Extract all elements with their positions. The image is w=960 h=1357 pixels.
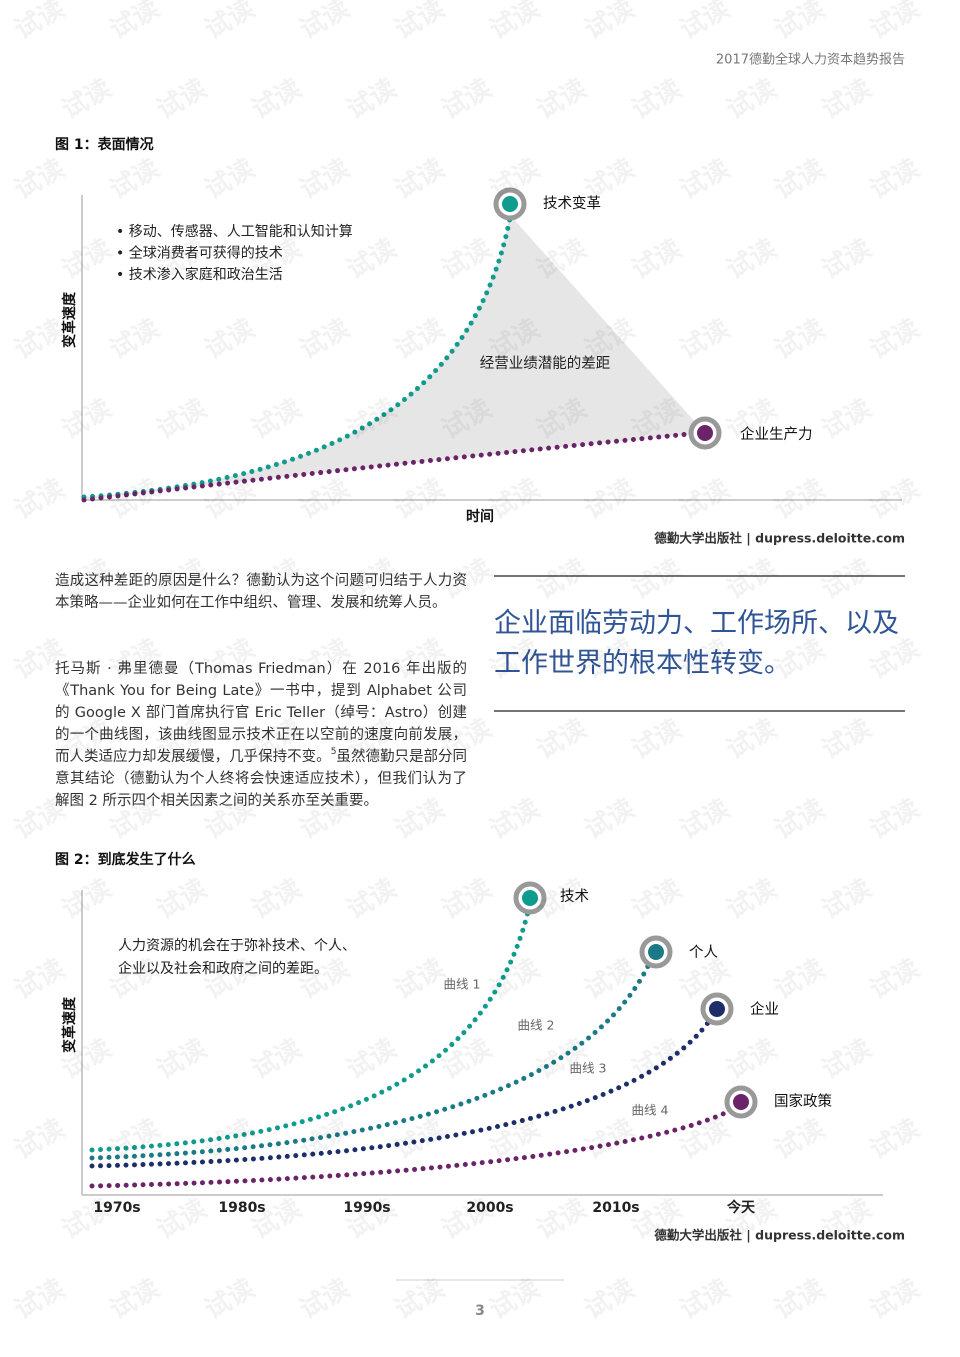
bullet: • 技术渗入家庭和政治生活 [116,266,283,283]
source: 德勤大学出版社 | dupress.deloitte.com [654,531,905,546]
curve-marker-dot [733,1094,749,1110]
x-tick-label: 1970s [93,1200,140,1216]
source: 德勤大学出版社 | dupress.deloitte.com [654,1228,905,1243]
curve [89,1105,738,1189]
paragraph-text: 托马斯 · 弗里德曼（Thomas Friedman）在 2016 年出版的《T… [55,661,467,765]
note: 企业以及社会和政府之间的差距。 [118,960,328,977]
x-tick-label: 1990s [343,1200,390,1216]
curve-marker-dot [709,1001,725,1017]
curve-name: 企业 [750,1000,779,1018]
pull-quote: 企业面临劳动力、工作场所、以及工作世界的根本性转变。 [494,608,899,679]
figure-2: 图 2：到底发生了什么 变革速度 人力资源的机会在于弥补技术、个人、 企业以及社… [55,851,905,1243]
footnote-ref: 5 [330,747,337,757]
curve-label: 曲线 3 [570,1061,607,1076]
productivity-curve [81,430,703,503]
curve-label: 曲线 2 [518,1018,555,1033]
figure-1: 图 1：表面情况 变革速度 时间 技术变革 企业生产力 经营业绩潜能的差距 • … [55,136,905,546]
curve-marker-dot [522,890,538,906]
tech-marker-dot [502,196,518,212]
page-number: 3 [475,1303,485,1319]
tech-label: 技术变革 [543,195,601,212]
curve [89,959,653,1161]
x-tick-label: 今天 [726,1199,756,1216]
bullet-list: • 移动、传感器、人工智能和认知计算 • 全球消费者可获得的技术 • 技术渗入家庭和… [116,223,353,283]
x-tick-label: 2010s [592,1200,639,1216]
note: 人力资源的机会在于弥补技术、个人、 [118,937,356,954]
header-title: 2017德勤全球人力资本趋势报告 [716,52,905,68]
x-axis-label: 时间 [466,508,494,525]
productivity-label: 企业生产力 [740,425,813,443]
curve-name: 国家政策 [774,1093,832,1110]
y-axis-label: 变革速度 [61,291,78,348]
curve-label: 曲线 4 [632,1103,669,1118]
x-tick-label: 2000s [466,1200,513,1216]
paragraph: 托马斯 · 弗里德曼（Thomas Friedman）在 2016 年出版的《T… [55,658,467,812]
bullet: • 全球消费者可获得的技术 [116,245,283,262]
curve-marker-dot [648,944,664,960]
y-axis-label: 变革速度 [61,996,78,1053]
gap-label: 经营业绩潜能的差距 [480,355,611,372]
curve-name: 技术 [560,888,589,905]
curve [89,1017,713,1169]
figure-title: 图 2：到底发生了什么 [55,851,196,868]
productivity-marker-dot [697,425,713,441]
bullet: • 移动、传感器、人工智能和认知计算 [116,223,353,240]
curve-label: 曲线 1 [444,977,481,992]
x-tick-label: 1980s [218,1200,265,1216]
paragraph-text: 虽然德勤只是部分同意其结论（德勤认为个人终将会快速适应技术），但我们认为了解图 … [55,749,468,809]
tech-curve [81,215,513,500]
gap-area [82,215,705,500]
curve [89,909,531,1153]
curve-name: 个人 [689,944,718,961]
paragraph: 造成这种差距的原因是什么？德勤认为这个问题可归结于人力资本策略——企业如何在工作… [55,573,467,611]
figure-title: 图 1：表面情况 [55,136,154,153]
